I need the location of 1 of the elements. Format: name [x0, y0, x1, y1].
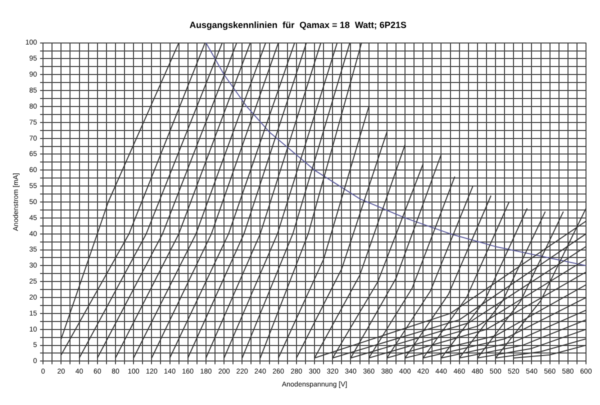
chart-title: Ausgangskennlinien für Qamax = 18 Watt; 6P21S	[190, 20, 406, 30]
